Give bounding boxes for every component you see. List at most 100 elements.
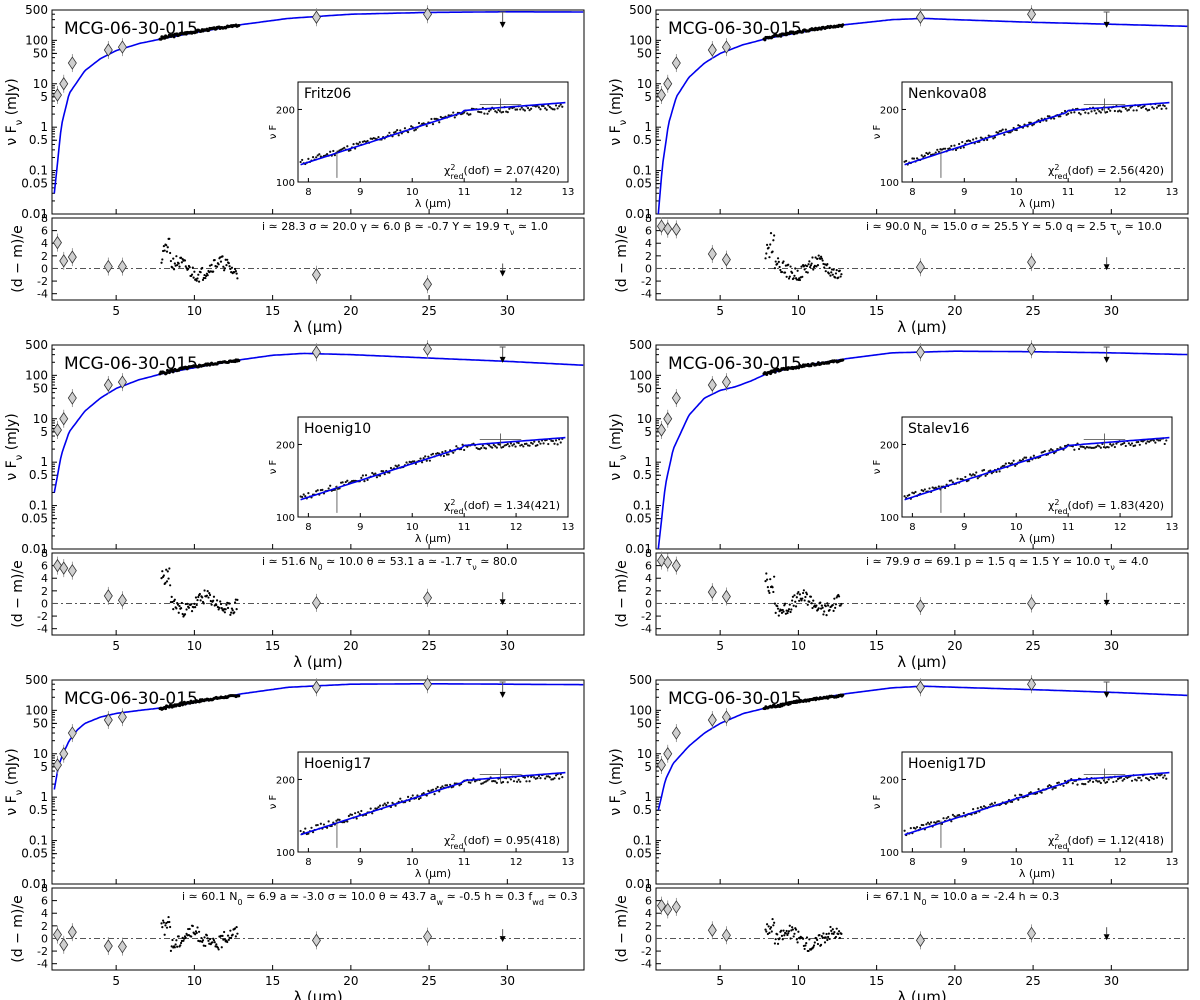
residual-ylabel: (d − m)/e	[614, 560, 630, 627]
inset-spectrum-point	[481, 444, 484, 447]
flux-ytick-label: 5	[644, 90, 652, 104]
residual-point	[721, 928, 731, 943]
chi-square-part: 2	[450, 498, 455, 507]
photometry-point	[103, 43, 113, 57]
inset-spectrum-point	[1118, 109, 1121, 112]
inset-spectrum-point	[975, 471, 978, 474]
inset-spectrum-point	[405, 461, 408, 464]
inset-spectrum-point	[519, 108, 522, 111]
flux-ytick-label: 50	[33, 381, 48, 395]
flux-ytick-label: 0.1	[633, 834, 652, 848]
residual-spectrum-point	[769, 578, 772, 581]
residual-spectrum-point	[818, 933, 821, 937]
residual-ytick-label: 4	[41, 572, 48, 585]
residual-spectrum-point	[179, 944, 182, 947]
inset-spectrum-point	[528, 444, 531, 447]
chi-square-part: red	[1054, 842, 1067, 851]
inset-spectrum-point	[530, 107, 533, 110]
inset-spectrum-point	[494, 780, 497, 783]
residual-spectrum-point	[162, 921, 165, 924]
inset-spectrum-point	[559, 103, 562, 106]
residual-spectrum-point	[195, 279, 198, 282]
residual-spectrum-point	[827, 272, 831, 275]
residual-spectrum-point	[823, 266, 826, 269]
residual-spectrum-point	[226, 934, 230, 937]
inset-spectrum-point	[914, 490, 917, 494]
inset-spectrum-point	[354, 812, 357, 815]
residual-spectrum-point	[234, 270, 237, 273]
inset-xtick-label: 10	[1010, 857, 1023, 868]
inset-spectrum-point	[396, 128, 399, 132]
residual-spectrum-point	[820, 604, 823, 607]
inset-spectrum-point	[1144, 442, 1148, 445]
residual-spectrum-point	[223, 269, 226, 272]
inset-spectrum-point	[1109, 109, 1112, 112]
flux-ytick-label: 1	[644, 790, 652, 804]
inset-spectrum-point	[973, 474, 976, 477]
residual-ytick-label: 4	[645, 237, 652, 250]
residual-point	[915, 933, 925, 948]
inset-spectrum-point	[469, 113, 472, 116]
inset-xlabel: λ (μm)	[1019, 532, 1055, 545]
residual-spectrum-point	[165, 568, 168, 571]
residual-spectrum-point	[791, 271, 794, 274]
inset-spectrum-point	[1155, 776, 1159, 779]
residual-spectrum-point	[781, 938, 784, 941]
inset-spectrum-point	[1059, 446, 1062, 449]
residual-spectrum-point	[165, 580, 169, 583]
inset-spectrum-point	[1127, 442, 1131, 445]
residual-spectrum-point	[801, 275, 804, 278]
residual-spectrum-point	[797, 930, 800, 933]
residual-point	[1027, 255, 1037, 269]
inset-spectrum-point	[394, 130, 397, 133]
inset-spectrum-point	[478, 448, 481, 451]
inset-spectrum-point	[508, 445, 511, 448]
residual-spectrum-point	[766, 586, 769, 589]
residual-spectrum-point	[831, 928, 834, 931]
residual-axes-frame	[655, 887, 1189, 971]
residual-spectrum-point	[235, 925, 238, 929]
residual-spectrum-point	[816, 257, 819, 260]
residual-ytick-label: 2	[645, 920, 652, 933]
inset-spectrum-point	[501, 780, 505, 784]
inset-spectrum-point	[934, 486, 937, 489]
inset-spectrum-point	[556, 107, 559, 110]
residual-spectrum-point	[187, 606, 191, 609]
flux-ytick-label: 0.01	[21, 542, 48, 556]
inset-spectrum-point	[517, 441, 520, 445]
xtick-label: 25	[1025, 639, 1040, 653]
inset-spectrum-point	[1003, 133, 1006, 136]
inset-spectrum-point	[525, 780, 528, 783]
residual-spectrum-point	[225, 264, 228, 267]
inset-xtick-label: 11	[1062, 187, 1075, 198]
residual-spectrum-point	[226, 940, 229, 944]
photometry-point	[103, 378, 113, 392]
chi-square-part: red	[1054, 507, 1067, 516]
inset-spectrum-point	[1063, 779, 1067, 783]
inset-spectrum-point	[315, 490, 318, 493]
residual-spectrum-point	[804, 595, 807, 599]
flux-ytick-label: 100	[629, 368, 652, 382]
inset-spectrum-point	[396, 465, 399, 468]
xtick-label: 10	[187, 304, 202, 318]
residual-ytick-label: 8	[41, 547, 48, 560]
inset-spectrum-point	[332, 149, 335, 153]
residual-spectrum-point	[765, 243, 769, 246]
residual-spectrum-point	[187, 927, 190, 931]
residual-ytick-label: 4	[645, 572, 652, 585]
inset-spectrum-point	[1151, 106, 1154, 109]
residual-spectrum-point	[162, 574, 165, 577]
residual-spectrum-point	[206, 937, 209, 940]
residual-spectrum-point	[215, 599, 219, 602]
inset-ylabel: ν F	[268, 460, 279, 475]
inset-spectrum-point	[554, 104, 558, 107]
inset-xtick-label: 12	[1114, 522, 1127, 533]
inset-spectrum-point	[1004, 462, 1007, 465]
inset-spectrum-point	[1020, 793, 1023, 797]
residual-spectrum-point	[170, 945, 173, 948]
inset-spectrum-point	[556, 443, 559, 446]
residual-point	[663, 222, 673, 236]
inset-spectrum-point	[1048, 449, 1051, 452]
inset-spectrum-point	[1087, 446, 1090, 449]
inset-spectrum-point	[377, 806, 380, 809]
